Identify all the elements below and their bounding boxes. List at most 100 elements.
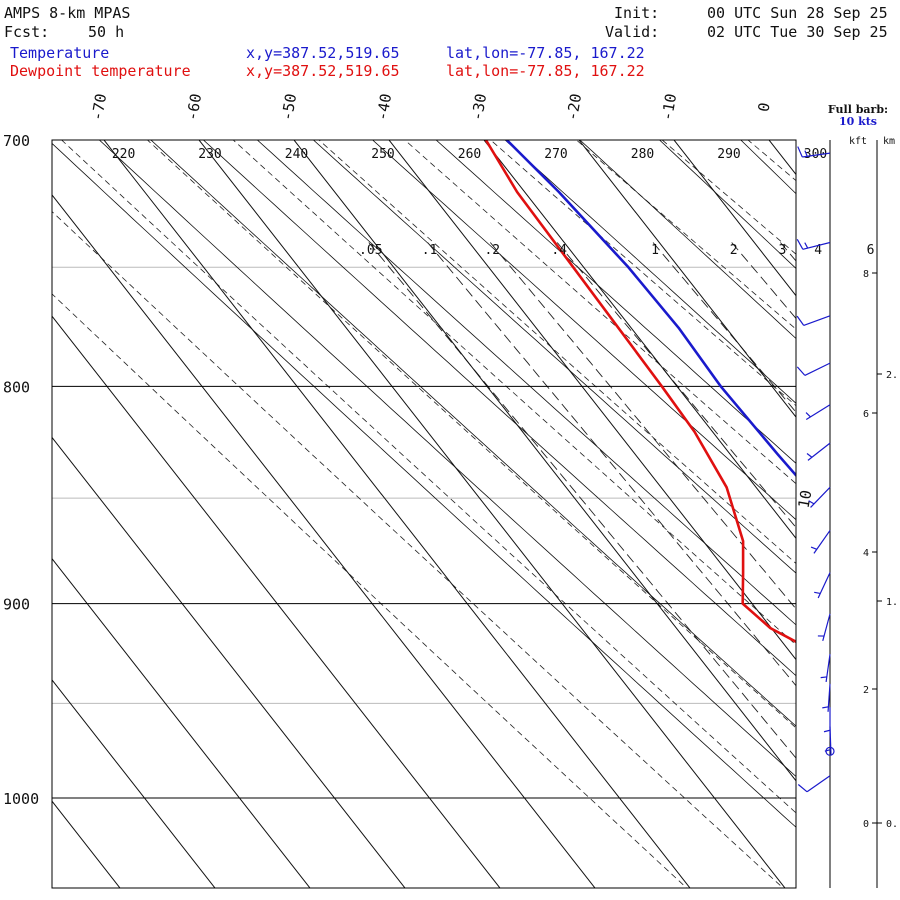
moist-adiabat (150, 140, 796, 727)
mixing-ratio-line (556, 242, 796, 529)
isotherm (768, 140, 796, 176)
isotherm-label: -50 (278, 92, 300, 122)
mixing-ratio-line (780, 242, 796, 262)
mixing-ratio-label: 2 (730, 243, 738, 258)
moist-adiabat (504, 140, 796, 404)
isotherm (673, 140, 796, 297)
theta-label: 300 (804, 147, 827, 162)
km-tick-label: 1. (886, 597, 898, 608)
theta-label: 230 (198, 147, 221, 162)
temperature-line (505, 140, 796, 478)
mixing-ratio-line (816, 243, 900, 900)
isotherm-label: -30 (468, 92, 490, 122)
wind-barb (805, 404, 831, 421)
isotherm-label: -40 (373, 92, 395, 122)
isotherm (578, 140, 796, 418)
barb-legend-line1: Full barb: (828, 103, 888, 116)
chart-title: AMPS 8-km MPAS (4, 4, 131, 22)
moist-adiabat (684, 3, 900, 900)
moist-adiabat (579, 140, 796, 340)
wind-barb (817, 613, 831, 642)
legend-temperature-xy: x,y=387.52,519.65 (246, 44, 400, 62)
isotherm-label: -60 (183, 92, 205, 122)
kft-tick-label: 0 (863, 819, 869, 830)
wind-barb (823, 707, 831, 736)
wind-barb (797, 146, 831, 158)
dewpoint-line (484, 140, 796, 644)
moist-adiabat (658, 140, 796, 269)
isotherm-label: -70 (88, 92, 110, 122)
wind-barb (822, 683, 831, 712)
wind-barb (814, 572, 831, 599)
pressure-tick-label: 1000 (3, 790, 39, 808)
isotherm (52, 315, 501, 888)
mixing-ratio-label: 1 (651, 243, 659, 258)
theta-label: 250 (371, 147, 394, 162)
dry-adiabat (318, 140, 796, 564)
kft-tick-label: 8 (863, 269, 869, 280)
theta-label: 260 (458, 147, 481, 162)
isotherm (198, 140, 786, 888)
mixing-ratio-label: .4 (551, 243, 567, 258)
forecast-value: 50 h (88, 23, 125, 41)
legend-dewpoint-latlon: lat,lon=-77.85, 167.22 (446, 62, 645, 80)
isotherm-label: -20 (563, 92, 585, 122)
mixing-ratio-label: 4 (814, 243, 822, 258)
wind-barb (825, 746, 835, 756)
legend-temperature-latlon: lat,lon=-77.85, 167.22 (446, 44, 645, 62)
kft-tick-label: 2 (863, 685, 869, 696)
isotherm (103, 140, 691, 888)
barb-legend-line2: 10 kts (839, 115, 877, 128)
wind-barb (820, 654, 831, 682)
isotherm (52, 679, 216, 888)
moist-adiabat (256, 140, 796, 626)
mixing-ratio-label: .05 (359, 243, 382, 258)
isotherm (293, 140, 796, 782)
mixing-ratio-line (489, 242, 796, 610)
km-tick-label: 2. (886, 370, 898, 381)
dry-adiabat (52, 211, 784, 888)
dry-adiabat (61, 140, 796, 814)
wind-barb (796, 239, 831, 250)
dry-adiabat (575, 140, 796, 330)
mixing-ratio-label: 3 (778, 243, 786, 258)
wind-barb (808, 486, 831, 508)
pressure-tick-label: 800 (3, 378, 30, 396)
moist-adiabat (98, 140, 796, 778)
isotherm (52, 557, 311, 888)
mixing-ratio-line (731, 242, 796, 320)
wind-barb (796, 315, 831, 326)
moist-adiabat (435, 140, 796, 464)
valid-value: 02 UTC Tue 30 Sep 25 (707, 23, 888, 41)
km-tick-label: 0. (886, 819, 898, 830)
km-axis-label: km (883, 136, 895, 147)
isotherm (52, 194, 596, 888)
dry-adiabat (232, 140, 796, 646)
dry-adiabat (52, 293, 688, 888)
dry-adiabat (661, 140, 796, 255)
isotherm (52, 436, 406, 888)
forecast-label: Fcst: (4, 23, 50, 41)
moist-adiabat (202, 140, 796, 677)
legend-temperature: Temperature (10, 44, 110, 62)
isotherm-label: -10 (658, 92, 680, 122)
theta-label: 240 (285, 147, 308, 162)
moist-adiabat (372, 140, 796, 521)
isotherm (483, 140, 796, 540)
wind-barb (806, 442, 831, 461)
mixing-ratio-line (368, 242, 796, 759)
mixing-ratio-label: .2 (484, 243, 500, 258)
mixing-ratio-line (869, 243, 900, 900)
valid-label: Valid: (605, 23, 660, 41)
moist-adiabat (312, 140, 796, 574)
isotherm-label: 0 (754, 101, 773, 113)
pressure-tick-label: 900 (3, 596, 30, 614)
wind-barb (797, 775, 831, 793)
dry-adiabat (146, 140, 796, 729)
kft-tick-label: 6 (863, 409, 869, 420)
kft-axis-label: kft (849, 136, 867, 147)
kft-tick-label: 4 (863, 548, 869, 559)
pressure-tick-label: 700 (3, 132, 30, 150)
